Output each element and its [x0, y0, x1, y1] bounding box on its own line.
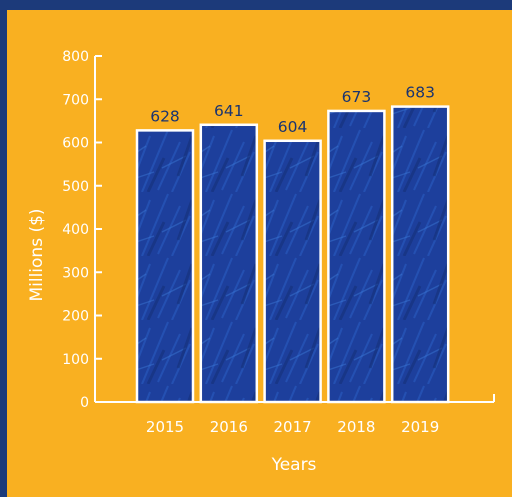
- y-tick-label: 600: [62, 136, 89, 152]
- bar-2015: [135, 129, 195, 404]
- x-tick-label-2015: 2015: [146, 418, 184, 436]
- x-tick-label-2016: 2016: [210, 418, 248, 436]
- bar-2018: [327, 109, 386, 404]
- y-tick-label: 400: [62, 222, 89, 238]
- data-label-2018: 673: [342, 88, 372, 106]
- x-axis-title: Years: [271, 455, 317, 475]
- data-label-2015: 628: [150, 107, 180, 125]
- y-tick-label: 300: [62, 265, 89, 281]
- bar-2016: [199, 123, 259, 404]
- y-tick-label: 0: [80, 395, 89, 411]
- y-tick-label: 800: [62, 49, 89, 65]
- data-label-2019: 683: [405, 84, 435, 102]
- y-axis-title: Millions ($): [27, 208, 47, 301]
- y-tick-label: 500: [62, 179, 89, 195]
- x-tick-label-2018: 2018: [337, 418, 375, 436]
- data-label-2017: 604: [278, 118, 308, 136]
- data-label-2016: 641: [214, 102, 244, 120]
- x-tick-label-2019: 2019: [401, 418, 439, 436]
- y-tick-label: 200: [62, 309, 89, 325]
- y-tick-label: 100: [62, 352, 89, 368]
- y-tick-label: 700: [62, 92, 89, 108]
- labels: 628 2015 641 2016 604 2017 673 2018 683 2019: [146, 84, 439, 436]
- x-tick-label-2017: 2017: [274, 418, 312, 436]
- bar-2017: [263, 139, 322, 404]
- bar-2019: [390, 105, 450, 404]
- bars: [135, 105, 450, 404]
